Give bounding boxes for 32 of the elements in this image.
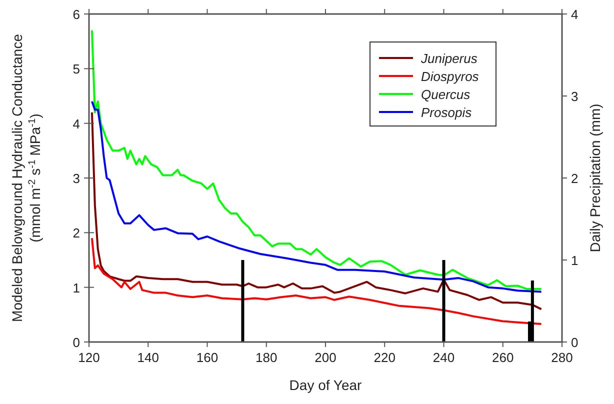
x-axis-title: Day of Year	[289, 377, 362, 393]
bar	[241, 260, 244, 342]
y-tick-label: 1	[72, 280, 80, 296]
line-series	[90, 29, 542, 290]
x-tick-label: 120	[78, 350, 100, 365]
y-tick-label: 2	[72, 226, 80, 241]
legend-label: Quercus	[421, 87, 471, 102]
x-tick-label: 200	[314, 350, 336, 365]
y-tick-label: 4	[72, 116, 80, 132]
x-tick-label: 280	[551, 350, 573, 365]
x-tick-label: 160	[196, 350, 218, 365]
legend-label: Juniperus	[420, 51, 478, 66]
y-tick-label: 0	[72, 335, 80, 350]
bar	[442, 260, 446, 342]
legend-label: Prosopis	[421, 105, 472, 120]
x-tick-label: 220	[374, 350, 396, 365]
y2-tick-label: 1	[571, 253, 578, 268]
y2-axis-title: Daily Precipitation (mm)	[587, 104, 603, 252]
y-tick-label: 6	[72, 7, 80, 22]
line-series	[90, 237, 542, 325]
bar	[530, 280, 534, 342]
y2-tick-label: 4	[571, 7, 578, 22]
y2-tick-label: 2	[571, 171, 578, 186]
x-tick-label: 260	[492, 350, 514, 365]
y2-tick-label: 3	[571, 89, 578, 104]
y2-tick-label: 0	[571, 335, 578, 350]
y-tick-label: 3	[72, 171, 80, 186]
x-tick-label: 140	[137, 350, 159, 365]
y-tick-label: 5	[72, 62, 80, 77]
x-tick-label: 180	[256, 350, 278, 365]
x-tick-label: 240	[432, 350, 455, 365]
legend-label: Diospyros	[421, 69, 480, 84]
